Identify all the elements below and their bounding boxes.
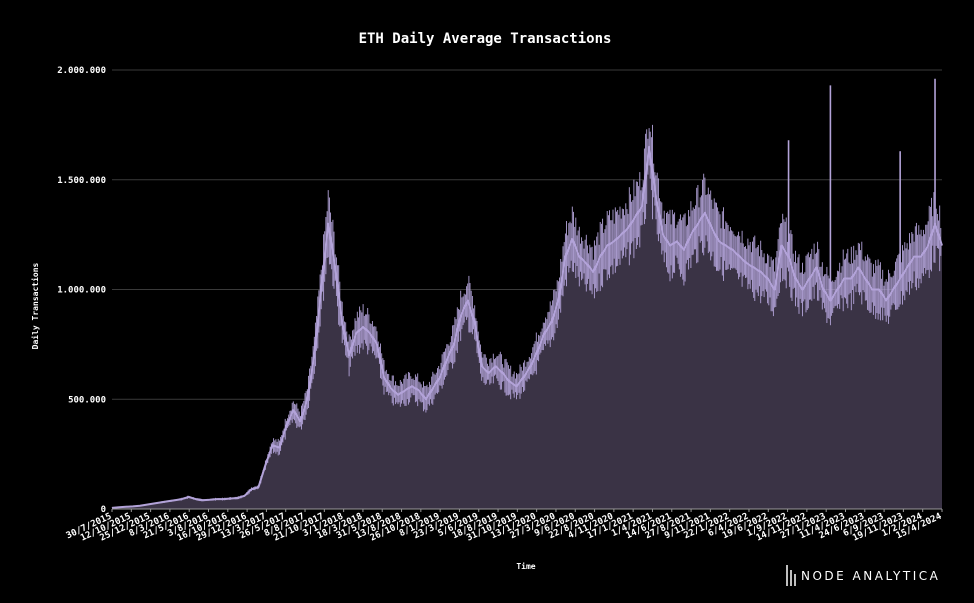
y-axis-label: Daily Transactions [30,262,40,349]
area-fill [112,146,942,510]
volatility-marks [111,124,942,508]
brand-logo: NODE ANALYTICA [786,565,940,586]
x-axis-label: Time [516,561,535,571]
y-axis-ticks: 0 500.000 1.000.000 1.500.000 2.000.000 [57,66,106,515]
y-tick-label: 2.000.000 [57,66,106,76]
chart-title: ETH Daily Average Transactions [359,31,612,47]
y-tick-label: 1.500.000 [57,176,106,186]
y-tick-label: 0 [101,505,106,515]
y-tick-label: 1.000.000 [57,286,106,296]
y-tick-label: 500.000 [68,395,106,405]
logo-mark-icon [786,565,796,586]
brand-logo-text: NODE ANALYTICA [801,569,940,583]
